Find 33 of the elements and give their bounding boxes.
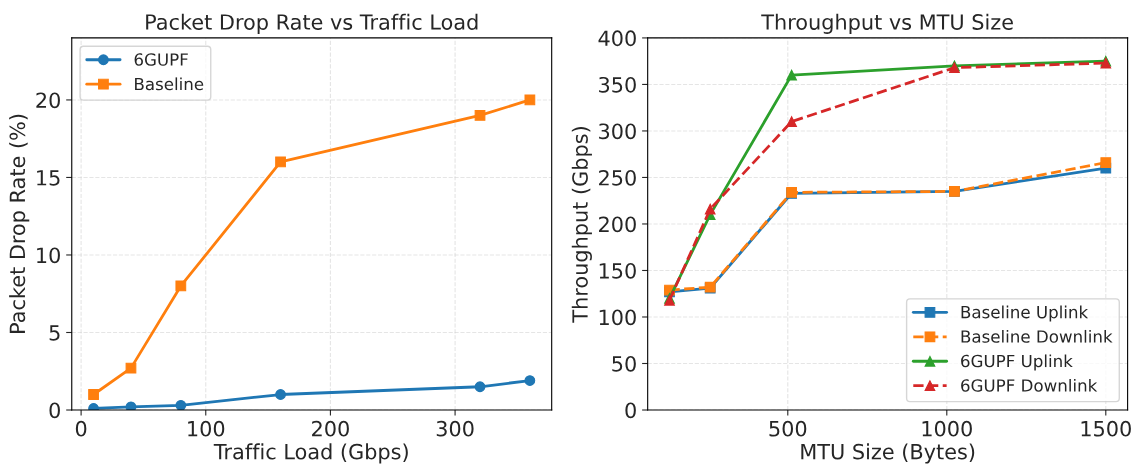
y-tick-label: 100 — [599, 309, 636, 326]
y-tick-label: 15 — [37, 170, 60, 186]
chart-title: Packet Drop Rate vs Traffic Load — [146, 13, 478, 34]
x-tick-label: 1500 — [1081, 420, 1131, 437]
y-tick-label: 0 — [49, 402, 60, 419]
x-axis-title: MTU Size (Bytes) — [801, 443, 975, 464]
y-axis-title: Packet Drop Rate (%) — [9, 114, 30, 333]
legend-label: Baseline Uplink — [961, 305, 1089, 322]
y-tick-label: 150 — [599, 262, 636, 279]
legend-label: 6GUPF Uplink — [961, 354, 1073, 371]
y-tick-label: 50 — [612, 355, 636, 372]
y-tick-label: 300 — [599, 123, 636, 140]
y-tick-label: 0 — [625, 402, 636, 419]
x-tick-label: 0 — [75, 420, 87, 437]
y-tick-label: 20 — [36, 92, 60, 109]
y-tick-label: 400 — [598, 30, 636, 47]
legend-label: 6GUPF Downlink — [961, 378, 1098, 392]
x-axis-title: Traffic Load (Gbps) — [213, 443, 408, 464]
y-tick-label: 200 — [599, 216, 636, 233]
y-tick-label: 350 — [599, 76, 636, 93]
x-tick-label: 200 — [312, 420, 349, 437]
x-tick-label: 500 — [769, 420, 807, 437]
x-tick-label: 300 — [436, 420, 474, 437]
x-tick-label: 1000 — [922, 420, 972, 437]
x-tick-label: 100 — [188, 420, 225, 437]
legend-label: Baseline — [135, 77, 204, 91]
chart-title: Throughput vs MTU Size — [761, 13, 1013, 34]
y-tick-label: 10 — [37, 247, 60, 264]
legend-label: 6GUPF — [134, 53, 188, 66]
y-tick-label: 5 — [49, 325, 60, 341]
legend-label: Baseline Downlink — [961, 329, 1113, 343]
y-tick-label: 250 — [599, 169, 636, 186]
y-axis-title: Throughput (Gbps) — [571, 127, 592, 323]
